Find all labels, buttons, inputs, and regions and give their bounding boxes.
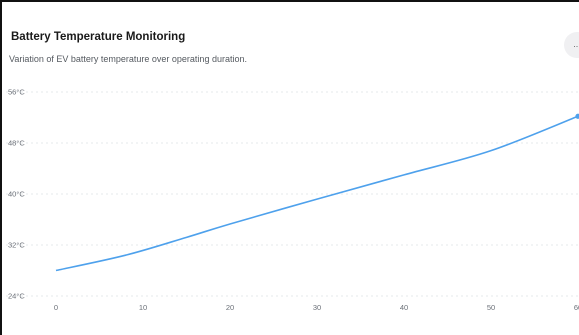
y-tick-label: 32°C xyxy=(8,241,25,250)
y-tick-label: 48°C xyxy=(8,139,25,148)
x-axis: 0 10 20 30 40 50 60 xyxy=(54,303,579,312)
x-tick-label: 10 xyxy=(139,303,147,312)
x-tick-label: 30 xyxy=(313,303,321,312)
series-end-point[interactable] xyxy=(575,113,579,119)
series-line xyxy=(55,115,579,272)
x-tick-label: 40 xyxy=(400,303,408,312)
chart-subtitle: Variation of EV battery temperature over… xyxy=(9,54,247,64)
chart-title: Battery Temperature Monitoring xyxy=(11,31,186,43)
x-tick-label: 20 xyxy=(226,303,234,312)
grid-layer xyxy=(6,91,579,297)
x-tick-label: 50 xyxy=(487,303,495,312)
more-options-button[interactable]: ... xyxy=(564,32,579,58)
more-options-icon: ... xyxy=(573,39,579,49)
x-tick-label: 0 xyxy=(54,303,58,312)
y-axis: 24°C 32°C 40°C 48°C 56°C xyxy=(8,88,25,301)
y-tick-label: 24°C xyxy=(8,292,25,301)
y-tick-label: 40°C xyxy=(8,190,25,199)
series-layer xyxy=(55,113,579,272)
y-tick-label: 56°C xyxy=(8,88,25,97)
x-tick-label: 60 xyxy=(574,303,579,312)
